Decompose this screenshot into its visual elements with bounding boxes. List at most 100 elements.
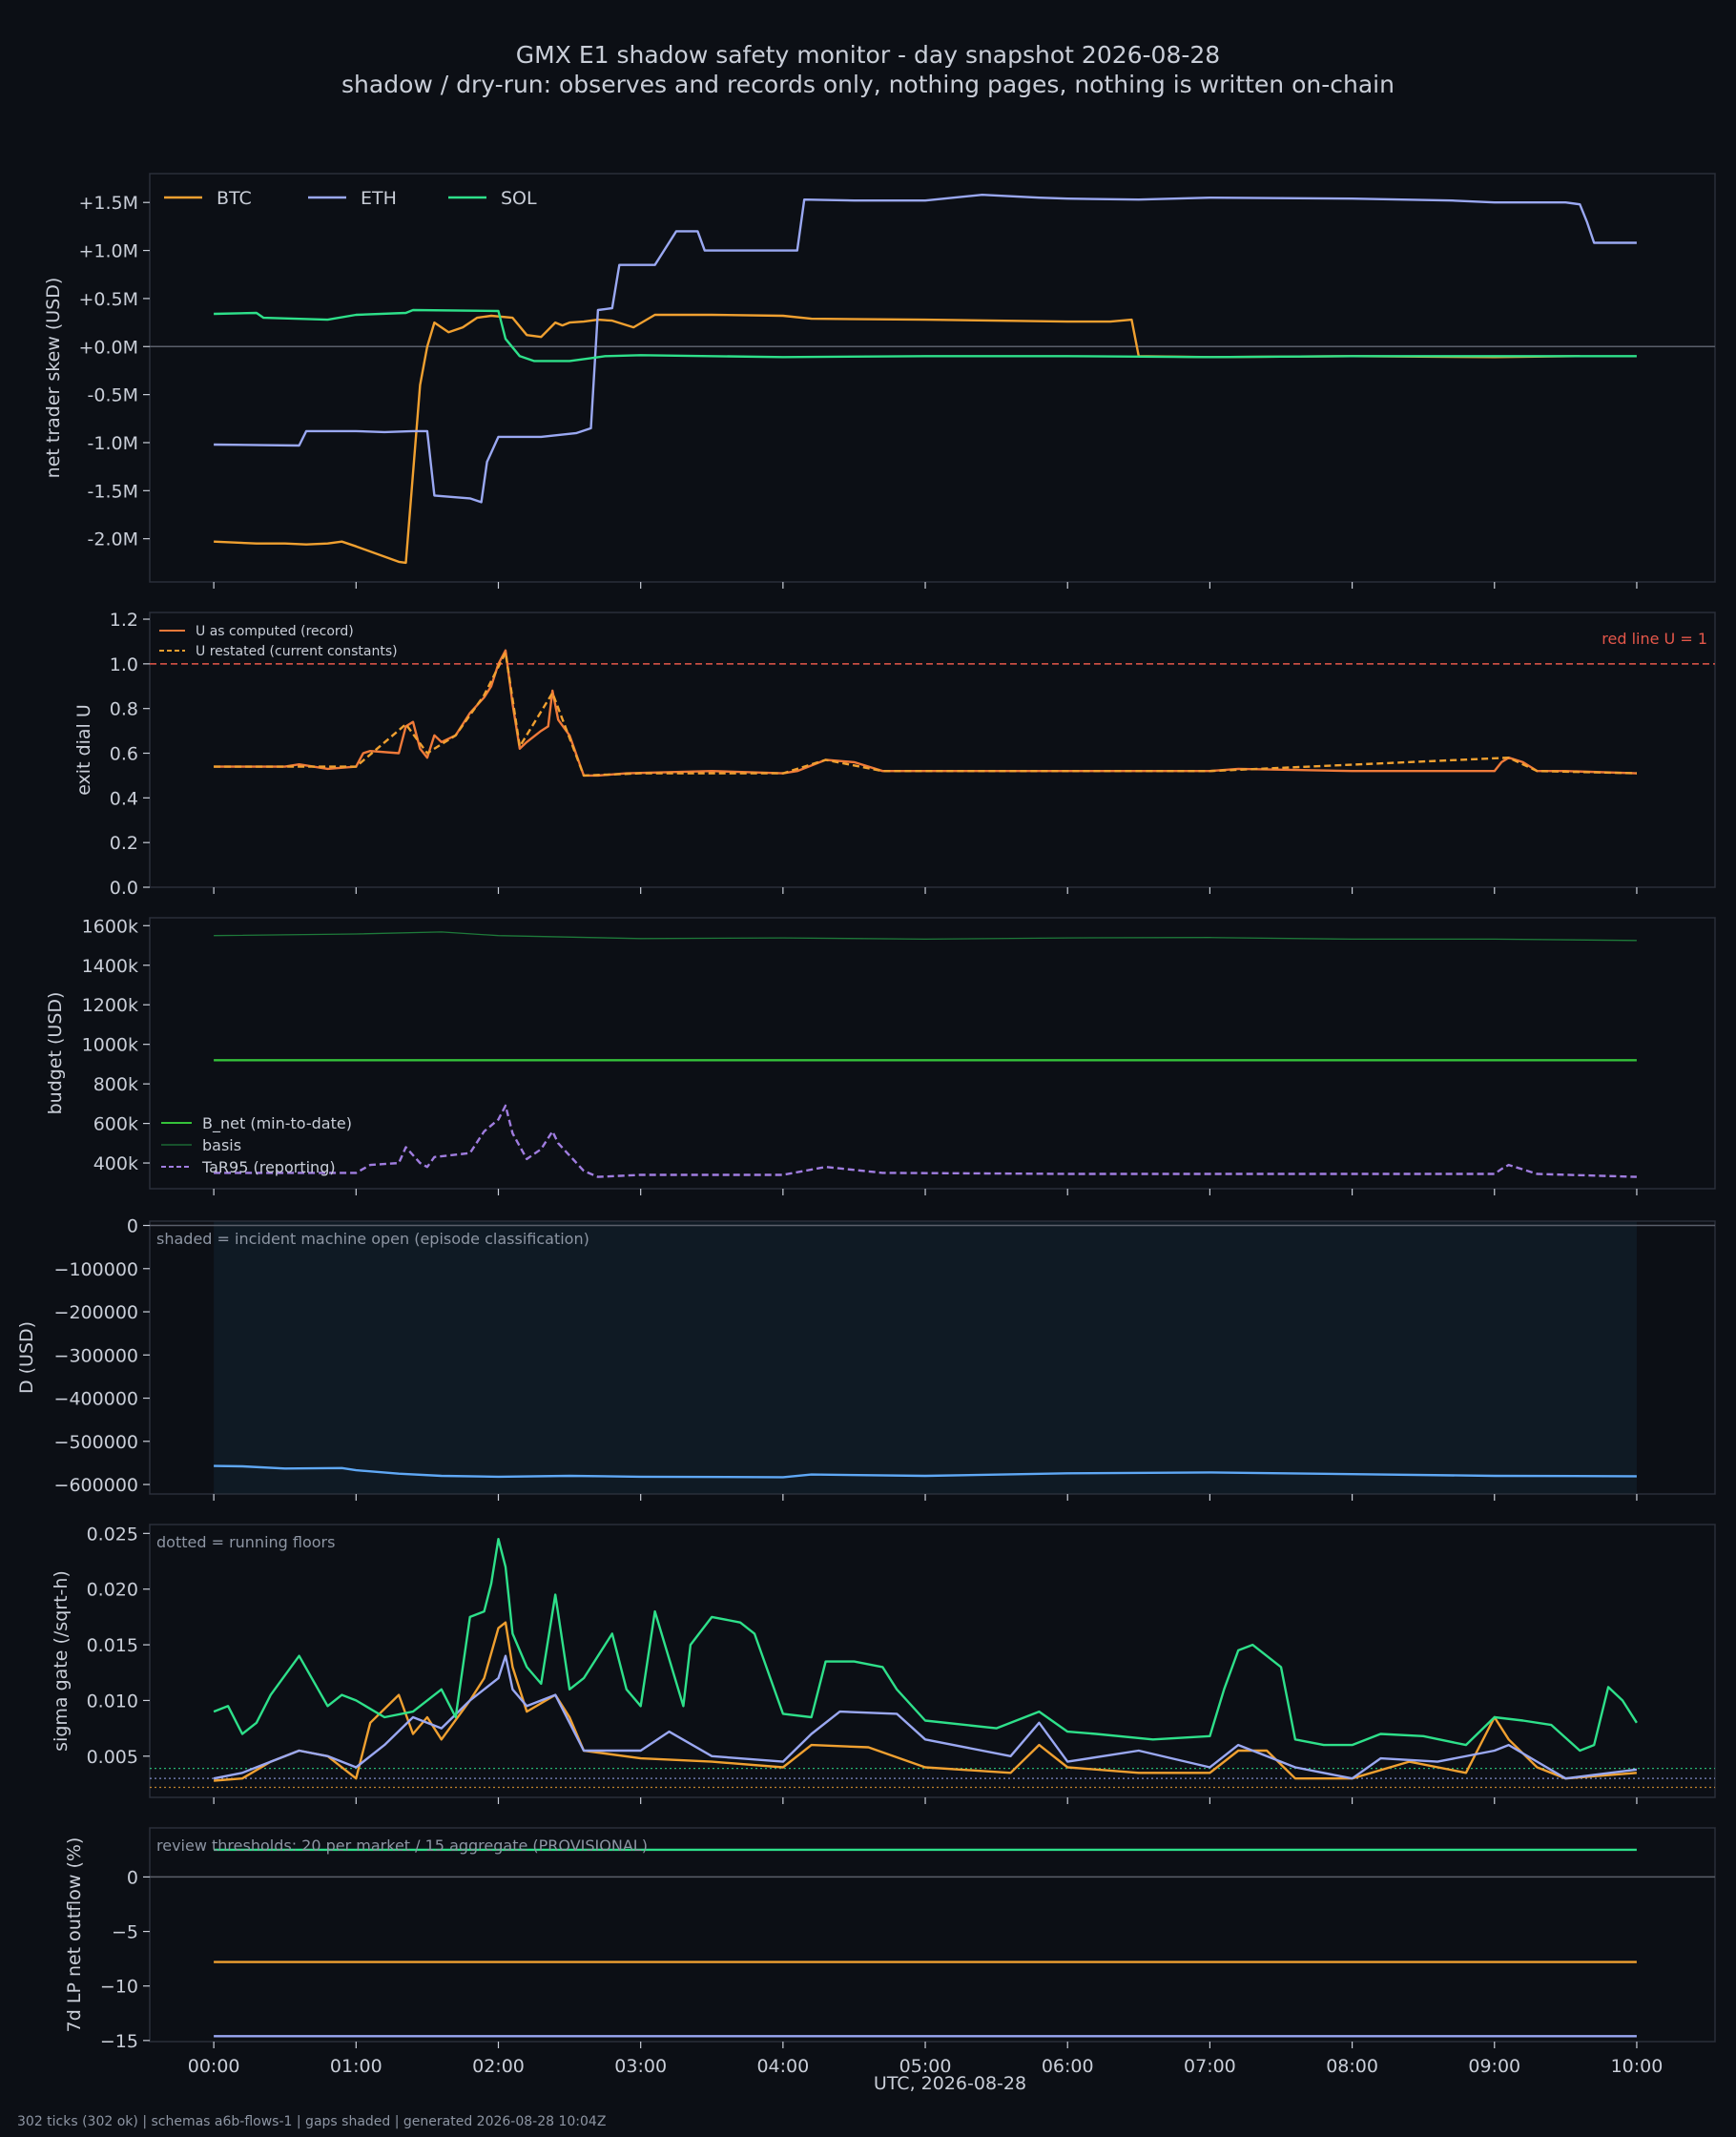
legend-label: basis xyxy=(202,1136,241,1154)
incident-shaded-span xyxy=(214,1221,1637,1494)
y-tick-label: 0.4 xyxy=(110,788,138,809)
y-tick-label: 1200k xyxy=(82,995,138,1016)
y-tick-label: 1.2 xyxy=(110,610,138,631)
y-tick-label: 0.015 xyxy=(87,1635,138,1656)
y-axis-label: net trader skew (USD) xyxy=(43,278,64,479)
annotation-redline-label: red line U = 1 xyxy=(1602,630,1707,648)
legend-entry: U as computed (record) xyxy=(159,624,354,639)
x-tick-label: 05:00 xyxy=(899,2056,952,2077)
series-group xyxy=(214,649,1637,778)
series-line-btc xyxy=(214,313,1581,565)
y-tick-label: 0.020 xyxy=(87,1580,138,1601)
legend-entry: U restated (current constants) xyxy=(159,644,398,659)
legend-label: TaR95 (reporting) xyxy=(201,1158,336,1176)
series-group xyxy=(214,1464,1637,1479)
legend-entry: basis xyxy=(161,1136,241,1154)
series-group xyxy=(214,193,1637,565)
x-tick-label: 03:00 xyxy=(614,2056,667,2077)
y-tick-label: −200000 xyxy=(54,1302,138,1323)
y-tick-label: −400000 xyxy=(54,1389,138,1410)
chart-panels: +1.5M +1.0M +0.5M +0.0M -0.5M -1.0M -1.5M -2.0M… xyxy=(16,173,1716,2077)
x-tick-label: 04:00 xyxy=(756,2056,809,2077)
y-tick-label: 0.6 xyxy=(110,744,138,765)
y-tick-label: −500000 xyxy=(54,1432,138,1453)
y-axis-label: exit dial U xyxy=(73,704,94,796)
series-group xyxy=(214,1848,1637,2038)
series-line-btc xyxy=(214,1621,1637,1782)
y-tick-label: 1600k xyxy=(82,916,138,937)
y-tick-label: −600000 xyxy=(54,1475,138,1496)
y-tick-label: 0.8 xyxy=(110,699,138,720)
legend-label: SOL xyxy=(501,188,537,209)
y-tick-label: 0 xyxy=(127,1867,138,1888)
y-tick-label: 0.025 xyxy=(87,1524,138,1545)
x-tick-label: 09:00 xyxy=(1468,2056,1520,2077)
annotation-note: dotted = running floors xyxy=(156,1533,335,1551)
y-axis-label: D (USD) xyxy=(16,1321,37,1394)
series-line-eth xyxy=(213,1654,1638,1780)
panel-frame xyxy=(149,1827,1716,2043)
y-tick-label: -2.0M xyxy=(88,529,138,550)
figure-title: GMX E1 shadow safety monitor - day snaps… xyxy=(516,41,1220,69)
y-tick-label: −300000 xyxy=(54,1345,138,1366)
legend-entry-sol: SOL xyxy=(448,188,537,209)
x-tick-label: 10:00 xyxy=(1611,2056,1664,2077)
y-tick-label: 0.005 xyxy=(87,1747,138,1768)
y-tick-label: −100000 xyxy=(54,1259,138,1280)
x-tick-label: 07:00 xyxy=(1184,2056,1236,2077)
y-tick-label: 1400k xyxy=(82,956,138,977)
series-line-d xyxy=(214,1464,1637,1479)
footer-status: 302 ticks (302 ok) | schemas a6b-flows-1… xyxy=(17,2114,606,2129)
y-tick-label: 800k xyxy=(93,1074,138,1095)
y-axis-label: sigma gate (/sqrt-h) xyxy=(51,1570,72,1752)
y-tick-label: −15 xyxy=(100,2031,138,2052)
legend-label: B_net (min-to-date) xyxy=(202,1114,352,1133)
y-tick-label: +1.0M xyxy=(78,241,138,262)
panel-exit_dial: 1.2 1.0 0.8 0.6 0.4 0.2 0.0 exit dial U red line… xyxy=(73,610,1716,899)
legend-label: BTC xyxy=(217,188,252,209)
x-tick-label: 06:00 xyxy=(1042,2056,1094,2077)
series-line-sol xyxy=(213,1537,1638,1753)
y-tick-label: 0.010 xyxy=(87,1691,138,1712)
series-group xyxy=(214,931,1637,1178)
panel-frame xyxy=(149,173,1716,583)
y-tick-label: 0.2 xyxy=(110,833,138,854)
panel-budget: 1600k 1400k 1200k 1000k 800k 600k 400k budget (… xyxy=(45,916,1716,1195)
panel-frame xyxy=(149,917,1716,1190)
y-tick-label: +0.5M xyxy=(78,289,138,310)
y-axis-label: 7d LP net outflow (%) xyxy=(64,1837,85,2033)
y-tick-label: 0 xyxy=(127,1216,138,1237)
series-line-tar95-reporting xyxy=(214,1104,1637,1178)
y-tick-label: −5 xyxy=(112,1922,138,1943)
y-tick-label: -0.5M xyxy=(88,385,138,406)
y-tick-label: −10 xyxy=(100,1977,138,1998)
panel-frame xyxy=(149,1220,1716,1495)
annotation-note: shaded = incident machine open (episode … xyxy=(156,1230,589,1248)
series-line-basis xyxy=(214,931,1637,942)
panel-frame xyxy=(149,1524,1716,1798)
y-tick-label: 1000k xyxy=(82,1035,138,1056)
series-line-sol xyxy=(214,308,1637,363)
legend-entry-btc: BTC xyxy=(164,188,252,209)
legend-label: U restated (current constants) xyxy=(196,644,398,659)
series-line-u-restated-current-constants xyxy=(214,651,1637,778)
x-tick-label: 02:00 xyxy=(472,2056,525,2077)
panel-lp_outflow: 0 −5 −10 −15 7d LP net outflow (%) review thr… xyxy=(64,1827,1716,2052)
panel-d_usd: 0 −100000 −200000 −300000 −400000 −500000 −600… xyxy=(16,1216,1716,1501)
y-tick-label: +0.0M xyxy=(78,337,138,358)
y-tick-label: +1.5M xyxy=(78,193,138,214)
panel-skew: +1.5M +1.0M +0.5M +0.0M -0.5M -1.0M -1.5M -2.0M… xyxy=(43,173,1716,589)
series-line-eth xyxy=(214,193,1637,504)
panel-sigma_gate: 0.025 0.020 0.015 0.010 0.005 sigma gate (/sq… xyxy=(51,1524,1716,1804)
figure-subtitle: shadow / dry-run: observes and records o… xyxy=(341,71,1395,98)
x-tick-label: 00:00 xyxy=(188,2056,240,2077)
series-group xyxy=(213,1537,1638,1782)
y-tick-label: 1.0 xyxy=(110,654,138,675)
legend-label: U as computed (record) xyxy=(196,624,354,639)
y-tick-label: 600k xyxy=(93,1114,138,1135)
y-tick-label: -1.0M xyxy=(88,433,138,454)
x-tick-label: 01:00 xyxy=(330,2056,382,2077)
y-tick-label: 400k xyxy=(93,1153,138,1174)
panel-frame xyxy=(149,612,1716,888)
